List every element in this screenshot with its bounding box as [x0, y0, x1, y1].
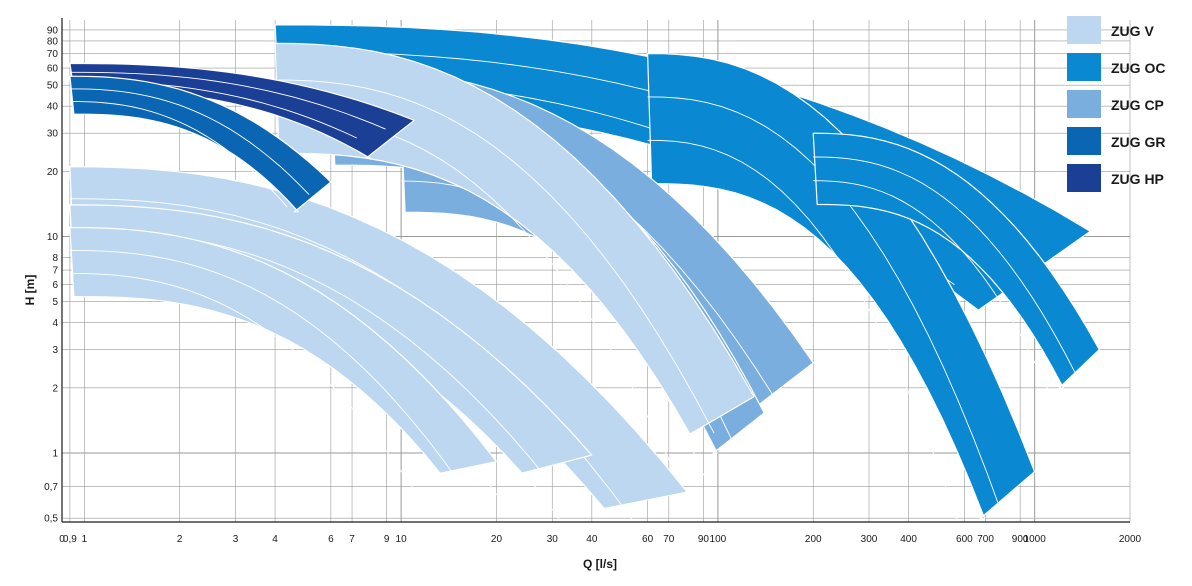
x-tick-label: 70	[663, 534, 675, 545]
area-zug-v-6	[274, 42, 755, 437]
area-zug-oc-2-impeller-line	[647, 139, 971, 559]
x-tick-label: 3	[233, 534, 239, 545]
area-zug-v-9	[69, 226, 498, 475]
legend-swatch	[1067, 90, 1101, 118]
y-tick-label: 6	[52, 280, 58, 291]
y-tick-label: 2	[52, 383, 58, 394]
y-tick-label: 5	[52, 297, 58, 308]
x-tick-label: 0,9	[63, 534, 77, 545]
legend-label: ZUG GR	[1111, 134, 1165, 150]
x-tick-label: 10	[396, 534, 408, 545]
area-zug-oc-3	[812, 132, 1100, 389]
area-zug-oc-3-impeller-line	[813, 180, 1053, 398]
x-tick-label: 7	[349, 534, 355, 545]
x-tick-label: 300	[861, 534, 878, 545]
x-tick-label: 9	[384, 534, 390, 545]
y-axis-label: H [m]	[23, 275, 37, 306]
y-tick-label: 4	[52, 318, 58, 329]
y-tick-label: 60	[47, 64, 59, 75]
y-tick-label: 0,7	[44, 482, 58, 493]
area-zug-v-9-impeller-line	[69, 250, 462, 485]
area-zug-gr-11	[69, 75, 332, 213]
x-tick-label: 2000	[1119, 534, 1142, 545]
y-tick-label: 3	[52, 345, 58, 356]
x-tick-label: 400	[900, 534, 917, 545]
legend-swatch	[1067, 16, 1101, 44]
y-tick-label: 50	[47, 81, 59, 92]
axes	[61, 18, 1130, 523]
performance-areas	[69, 24, 1100, 559]
area-zug-v-6-impeller-line	[275, 79, 715, 434]
legend-swatch	[1067, 53, 1101, 81]
area-zug-hp-10-impeller-line	[69, 71, 386, 130]
x-tick-label: 90	[698, 534, 710, 545]
x-tick-label: 1	[82, 534, 88, 545]
legend-label: ZUG OC	[1111, 60, 1165, 76]
legend-label: ZUG V	[1111, 23, 1154, 39]
x-tick-label: 100	[710, 534, 727, 545]
x-tick-label: 200	[805, 534, 822, 545]
y-tick-label: 80	[47, 36, 59, 47]
y-tick-label: 10	[47, 232, 59, 243]
y-tick-label: 90	[47, 25, 59, 36]
area-zug-oc-2	[647, 52, 1036, 519]
y-tick-label: 7	[52, 266, 58, 277]
y-tick-label: 0,5	[44, 514, 58, 525]
x-tick-label: 700	[977, 534, 994, 545]
x-tick-label: 30	[547, 534, 559, 545]
y-tick-label: 8	[52, 253, 58, 264]
x-tick-label: 40	[586, 534, 598, 545]
y-tick-label: 30	[47, 129, 59, 140]
y-tick-label: 1	[52, 448, 58, 459]
legend-swatch	[1067, 127, 1101, 155]
area-zug-gr-11-impeller-line	[69, 88, 310, 195]
legend-swatch	[1067, 164, 1101, 192]
x-tick-label: 2	[177, 534, 183, 545]
legend-label: ZUG CP	[1111, 97, 1164, 113]
y-tick-label: 40	[47, 102, 59, 113]
x-tick-label: 0	[59, 534, 65, 545]
x-tick-label: 900	[1012, 534, 1029, 545]
x-tick-label: 4	[272, 534, 278, 545]
legend: ZUG V ZUG OC ZUG CP ZUG GR ZUG HP	[1067, 16, 1165, 192]
y-tick-label: 70	[47, 49, 59, 60]
x-axis-label: Q [l/s]	[583, 557, 617, 571]
area-zug-gr-11-impeller-line	[69, 101, 288, 208]
area-zug-v-9-impeller-line	[69, 273, 426, 508]
y-tick-label: 20	[47, 167, 59, 178]
area-zug-oc-3-impeller-line	[813, 156, 1076, 374]
x-tick-label: 6	[328, 534, 334, 545]
x-tick-labels: 00,9 1 2 3 4 6 7 9 10 20 30 40 60 70 90 100 200 300 400 600…	[59, 534, 1141, 545]
x-tick-label: 600	[956, 534, 973, 545]
x-tick-label: 20	[491, 534, 503, 545]
x-tick-label: 1000	[1024, 534, 1047, 545]
legend-label: ZUG HP	[1111, 171, 1164, 187]
x-tick-label: 60	[642, 534, 654, 545]
